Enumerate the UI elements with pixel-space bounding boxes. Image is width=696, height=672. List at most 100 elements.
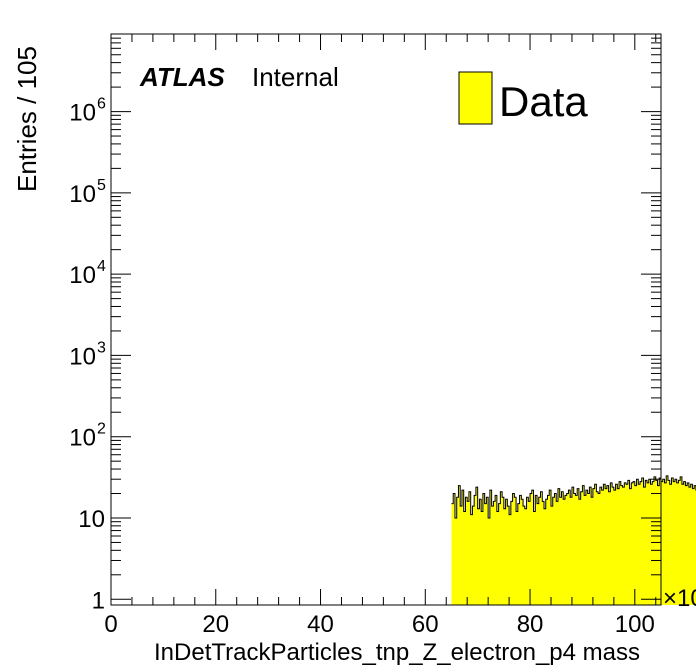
histogram-bar (610, 482, 613, 605)
histogram-bar (617, 488, 620, 605)
histogram-bar (517, 503, 520, 605)
histogram-bar (654, 476, 657, 605)
atlas-label: ATLAS (139, 62, 225, 92)
histogram-bar (669, 484, 672, 605)
x-axis-label: InDetTrackParticles_tnp_Z_electron_p4 ma… (154, 639, 640, 666)
histogram-bar (463, 511, 466, 605)
histogram-bar (657, 485, 660, 605)
histogram-bar (568, 490, 571, 605)
histogram-bar (619, 481, 622, 605)
histogram-bar (496, 511, 499, 605)
histogram-bar (468, 491, 471, 605)
histogram-bar (495, 495, 498, 605)
histogram-bar (596, 491, 599, 605)
histogram-bar (599, 487, 602, 605)
histogram-bar (662, 479, 665, 605)
histogram-bar (598, 493, 601, 605)
histogram-bar (453, 493, 456, 605)
histogram-bar (580, 491, 583, 605)
histogram-bar (564, 495, 568, 605)
histogram-bar (681, 484, 684, 605)
y-tick-exponent: 6 (97, 96, 106, 113)
y-axis-label: Entries / 105 (12, 46, 42, 192)
histogram-bar (554, 493, 557, 605)
y-tick-label: 10 (69, 343, 96, 370)
histogram-bar (537, 503, 540, 605)
histogram-bar (493, 501, 496, 605)
histogram-bar (566, 493, 569, 605)
histogram-bar (683, 481, 686, 605)
histogram-bar (538, 497, 541, 605)
histogram-bar (491, 506, 494, 605)
histogram-bar (503, 508, 506, 605)
histogram-bar (467, 501, 470, 605)
histogram-bar (650, 484, 653, 605)
histogram-bar (578, 499, 581, 605)
histogram-bar (678, 480, 681, 605)
histogram-bar (592, 488, 595, 605)
y-tick-exponent: 3 (97, 339, 106, 356)
histogram-bar (626, 484, 629, 605)
histogram-bar (587, 493, 590, 605)
histogram-bar (549, 490, 552, 605)
histogram-bar (694, 485, 696, 605)
histogram-bar (589, 487, 592, 605)
histogram-bar (575, 495, 578, 605)
histogram-bar (641, 478, 644, 605)
histogram-bar (594, 484, 597, 605)
histogram-bar (622, 487, 625, 605)
y-tick-label: 10 (69, 100, 96, 127)
histogram-bar (531, 490, 534, 605)
histogram-bar (475, 487, 478, 605)
y-tick-label: 10 (78, 506, 105, 533)
histogram-bar (559, 497, 562, 605)
histogram-bar (461, 490, 464, 605)
histogram-bar (512, 493, 515, 605)
histogram-bar (692, 488, 695, 605)
histogram-bar (638, 484, 641, 605)
histogram-bar (577, 488, 580, 605)
histogram-bar (648, 479, 651, 605)
histogram-bars (451, 475, 696, 605)
histogram-bar (519, 495, 522, 605)
histogram-bar (484, 503, 487, 605)
histogram-bar (643, 487, 646, 605)
histogram-bar (533, 511, 536, 605)
histogram-bar (667, 480, 671, 605)
y-tick-label: 1 (92, 587, 105, 614)
y-tick-exponent: 4 (97, 258, 106, 275)
histogram-bar (606, 485, 609, 605)
x-tick-label: 80 (517, 611, 544, 638)
histogram-bar (510, 501, 513, 605)
x-multiplier-label: ×10 (663, 585, 696, 612)
histogram-bar (489, 490, 492, 605)
histogram-bar (482, 493, 485, 605)
histogram-bar (620, 485, 623, 605)
histogram-bar (582, 485, 585, 605)
histogram-bar (456, 497, 459, 605)
histogram-bar (505, 499, 508, 605)
histogram-bar (552, 497, 555, 605)
histogram-bar (563, 499, 566, 605)
histogram-bar (615, 484, 618, 605)
histogram-bar (690, 484, 693, 605)
y-tick-exponent: 5 (97, 177, 106, 194)
histogram-bar (647, 482, 650, 605)
histogram-bar (486, 497, 489, 605)
histogram-bar (613, 490, 616, 605)
histogram-bar (516, 511, 519, 605)
histogram-bar (460, 506, 463, 605)
histogram-bar (634, 485, 637, 605)
histogram-bar (474, 495, 477, 605)
histogram-bar (561, 491, 564, 605)
histogram-bar (591, 497, 594, 605)
histogram-bar (509, 514, 512, 605)
histogram-bar (550, 506, 554, 605)
histogram-bar (530, 493, 533, 605)
histogram-bar (524, 508, 527, 605)
histogram-bar (488, 517, 491, 605)
histogram-bar (687, 482, 690, 605)
histogram-bar (545, 499, 548, 605)
histogram-bar (664, 482, 667, 605)
